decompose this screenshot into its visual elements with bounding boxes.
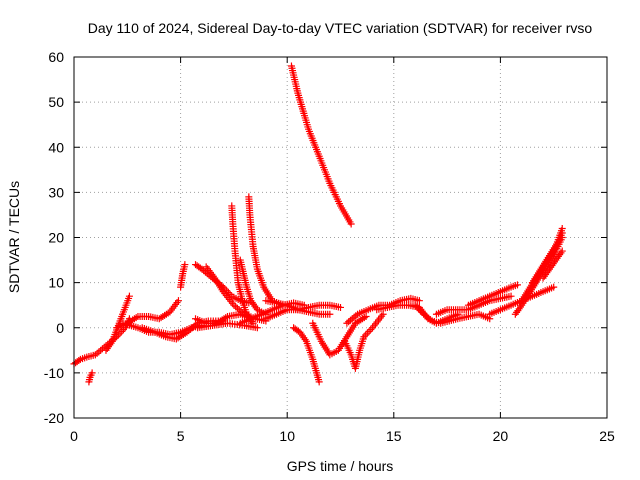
chart-title: Day 110 of 2024, Sidereal Day-to-day VTE… bbox=[88, 20, 593, 36]
x-tick-label: 5 bbox=[177, 428, 185, 444]
data-point bbox=[513, 281, 521, 289]
data-point bbox=[315, 378, 323, 386]
data-point bbox=[507, 292, 515, 300]
grid-lines bbox=[74, 57, 607, 418]
data-point bbox=[174, 297, 182, 305]
series-arc-s bbox=[290, 324, 323, 386]
y-tick-label: 0 bbox=[56, 320, 64, 336]
series-arc-x bbox=[411, 301, 494, 327]
series-arc-r bbox=[287, 62, 355, 228]
data-point bbox=[362, 312, 370, 320]
y-tick-label: 40 bbox=[48, 139, 64, 155]
axis-ticks: 0 5 10 15 20 25 -20 -10 0 10 20 30 40 50 60 bbox=[44, 49, 615, 444]
series-arc-q bbox=[262, 297, 344, 314]
data-markers bbox=[70, 62, 566, 386]
data-point bbox=[75, 356, 83, 364]
y-tick-label: -10 bbox=[44, 365, 64, 381]
x-axis-label: GPS time / hours bbox=[287, 458, 394, 474]
data-point bbox=[125, 292, 133, 300]
data-point bbox=[326, 310, 334, 318]
y-tick-label: 50 bbox=[48, 94, 64, 110]
data-point bbox=[415, 297, 423, 305]
x-tick-label: 10 bbox=[279, 428, 295, 444]
series-arc-z bbox=[464, 281, 521, 309]
y-tick-label: -20 bbox=[44, 410, 64, 426]
x-tick-label: 15 bbox=[386, 428, 402, 444]
series-arc-ae bbox=[528, 229, 566, 287]
data-point bbox=[347, 220, 355, 228]
series-arc-u bbox=[341, 310, 387, 372]
x-tick-label: 0 bbox=[70, 428, 78, 444]
data-point bbox=[253, 324, 261, 332]
data-point bbox=[558, 229, 566, 237]
data-point bbox=[379, 310, 387, 318]
series-arc-l bbox=[228, 202, 257, 327]
series-arc-c bbox=[102, 292, 133, 354]
series-arc-ad bbox=[539, 247, 566, 282]
data-point bbox=[88, 369, 96, 377]
y-tick-label: 30 bbox=[48, 184, 64, 200]
data-point bbox=[558, 247, 566, 255]
series-arc-b bbox=[85, 369, 96, 386]
data-point bbox=[550, 283, 558, 291]
data-point bbox=[426, 316, 434, 324]
y-tick-label: 10 bbox=[48, 275, 64, 291]
y-tick-label: 20 bbox=[48, 230, 64, 246]
data-point bbox=[337, 303, 344, 311]
x-tick-label: 25 bbox=[599, 428, 615, 444]
data-point bbox=[181, 261, 189, 269]
y-tick-label: 60 bbox=[48, 49, 64, 65]
series-arc-g bbox=[177, 261, 189, 291]
y-axis-label: SDTVAR / TECUs bbox=[6, 181, 22, 293]
x-tick-label: 20 bbox=[493, 428, 509, 444]
